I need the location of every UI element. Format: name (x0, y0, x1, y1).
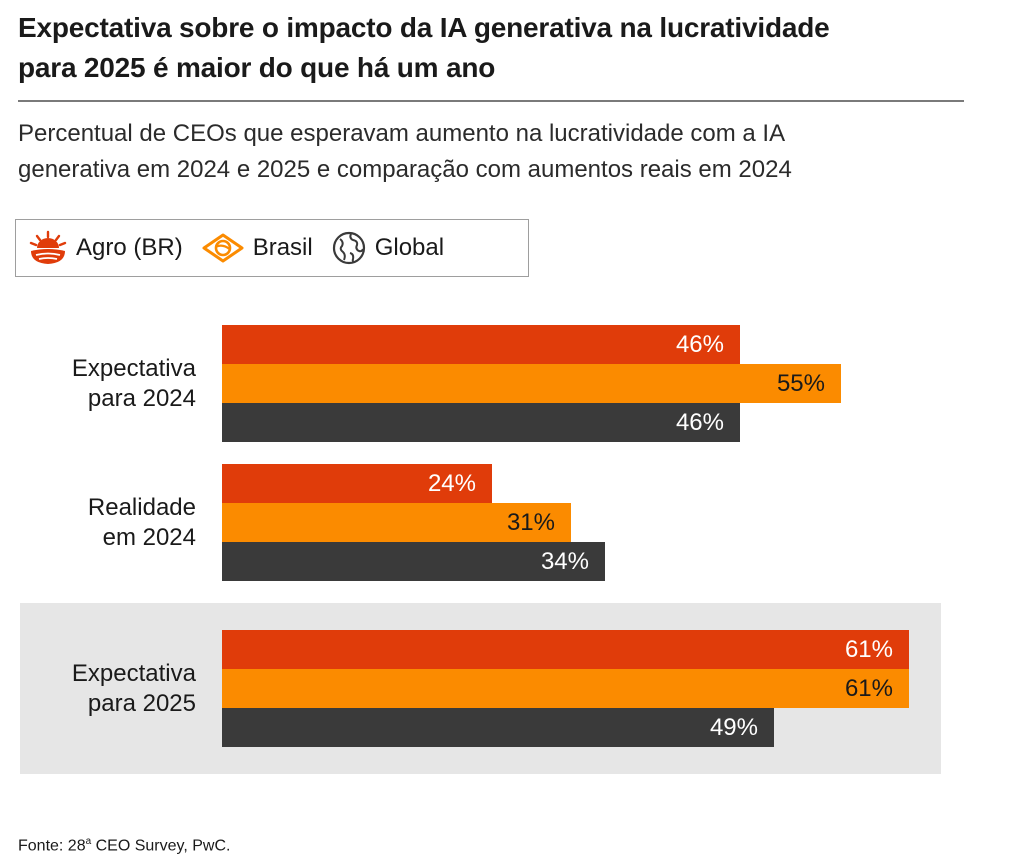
source-text: Fonte: 28 (18, 837, 86, 855)
globe-icon (331, 230, 367, 266)
category-label-line-1: Expectativa (71, 354, 196, 382)
chart-title-line-2: para 2025 é maior do que há um ano (18, 52, 496, 83)
chart-subtitle: Percentual de CEOs que esperavam aumento… (18, 116, 978, 188)
category-label-line-2: em 2024 (102, 523, 196, 551)
legend-label: Brasil (252, 234, 313, 261)
legend-item-agro: Agro (BR) (28, 230, 183, 266)
sunrise-field-icon (28, 230, 68, 266)
category-label-line-2: para 2024 (87, 384, 196, 412)
category-label-line-1: Realidade (87, 493, 196, 521)
category-label-line-2: para 2025 (87, 689, 196, 717)
bar-brasil (222, 503, 571, 542)
category-label: Realidade em 2024 (16, 493, 196, 553)
bar-data-label: 34% (540, 548, 589, 575)
bar-agro-br (222, 325, 740, 364)
chart-subtitle-line-1: Percentual de CEOs que esperavam aumento… (18, 120, 786, 147)
source-note: Fonte: 28a CEO Survey, PwC. (18, 836, 230, 855)
bar-global (222, 403, 740, 442)
brazil-flag-diamond-icon (201, 232, 245, 264)
bar-data-label: 61% (844, 636, 893, 663)
source-text-suffix: CEO Survey, PwC. (91, 837, 231, 855)
chart-legend: Agro (BR) Brasil Global (15, 219, 529, 277)
legend-label: Global (374, 234, 445, 261)
bar-global (222, 542, 605, 581)
category-label: Expectativa para 2025 (16, 659, 196, 719)
bar-data-label: 46% (675, 409, 724, 436)
bar-agro-br (222, 630, 909, 669)
bar-data-label: 31% (506, 509, 555, 536)
bar-data-label: 55% (776, 370, 825, 397)
bar-data-label: 46% (675, 331, 724, 358)
chart-subtitle-line-2: generativa em 2024 e 2025 e comparação c… (18, 156, 792, 183)
title-divider (18, 100, 964, 102)
legend-item-global: Global (331, 230, 444, 266)
bar-brasil (222, 364, 841, 403)
category-label: Expectativa para 2024 (16, 354, 196, 414)
bar-global (222, 708, 774, 747)
legend-item-brasil: Brasil (201, 232, 313, 264)
chart-title-line-1: Expectativa sobre o impacto da IA genera… (18, 12, 830, 43)
legend-label: Agro (BR) (76, 234, 183, 261)
bar-agro-br (222, 464, 492, 503)
source-ordinal: a (85, 836, 92, 847)
bar-data-label: 24% (427, 470, 476, 497)
category-label-line-1: Expectativa (71, 659, 196, 687)
chart-title: Expectativa sobre o impacto da IA genera… (18, 8, 998, 88)
bar-data-label: 61% (844, 675, 893, 702)
bar-data-label: 49% (709, 714, 758, 741)
bar-brasil (222, 669, 909, 708)
